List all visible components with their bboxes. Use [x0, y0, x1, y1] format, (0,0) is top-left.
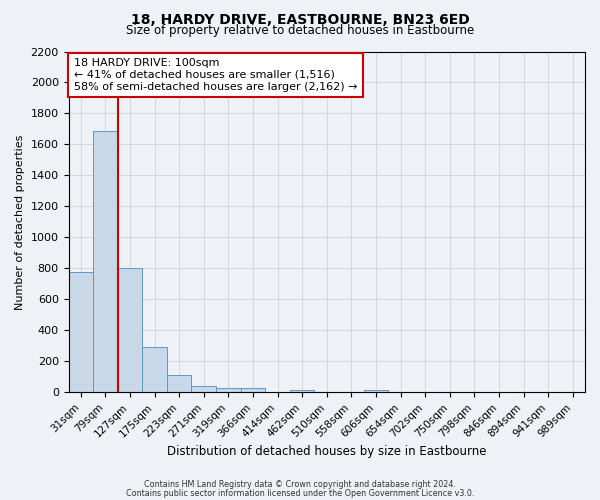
Y-axis label: Number of detached properties: Number of detached properties — [15, 134, 25, 310]
X-axis label: Distribution of detached houses by size in Eastbourne: Distribution of detached houses by size … — [167, 444, 487, 458]
Text: Contains public sector information licensed under the Open Government Licence v3: Contains public sector information licen… — [126, 488, 474, 498]
Text: 18, HARDY DRIVE, EASTBOURNE, BN23 6ED: 18, HARDY DRIVE, EASTBOURNE, BN23 6ED — [131, 12, 469, 26]
Text: Contains HM Land Registry data © Crown copyright and database right 2024.: Contains HM Land Registry data © Crown c… — [144, 480, 456, 489]
Bar — [142, 346, 167, 393]
Bar — [167, 376, 191, 392]
Bar — [290, 390, 314, 392]
Bar — [68, 272, 93, 392]
Text: Size of property relative to detached houses in Eastbourne: Size of property relative to detached ho… — [126, 24, 474, 37]
Bar — [216, 388, 241, 392]
Bar — [241, 388, 265, 392]
Bar — [191, 386, 216, 392]
Bar — [364, 390, 388, 392]
Bar — [118, 268, 142, 392]
Bar — [93, 132, 118, 392]
Text: 18 HARDY DRIVE: 100sqm
← 41% of detached houses are smaller (1,516)
58% of semi-: 18 HARDY DRIVE: 100sqm ← 41% of detached… — [74, 58, 357, 92]
